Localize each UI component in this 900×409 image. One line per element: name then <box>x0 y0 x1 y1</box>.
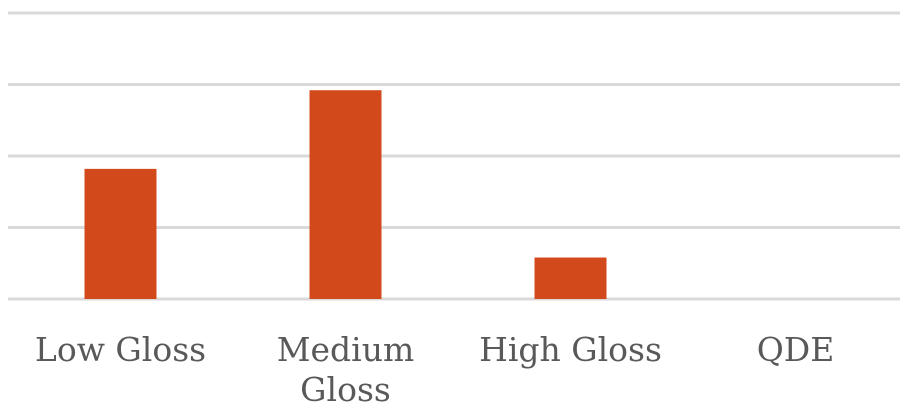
category-label-line: Low Gloss <box>35 330 206 369</box>
bar <box>84 168 157 299</box>
category-label-line: Gloss <box>300 370 391 409</box>
bars <box>84 90 607 299</box>
category-label: High Gloss <box>479 330 662 369</box>
bar <box>309 90 382 299</box>
category-label: QDE <box>757 330 835 369</box>
category-label-line: High Gloss <box>479 330 662 369</box>
category-label: Low Gloss <box>35 330 206 369</box>
category-label-line: QDE <box>757 330 835 369</box>
gridlines <box>8 11 900 301</box>
bar <box>534 257 607 299</box>
category-label-line: Medium <box>277 330 415 369</box>
category-labels: Low Gloss Medium Gloss High Gloss QDE <box>35 330 834 409</box>
category-label: Medium Gloss <box>277 330 415 409</box>
